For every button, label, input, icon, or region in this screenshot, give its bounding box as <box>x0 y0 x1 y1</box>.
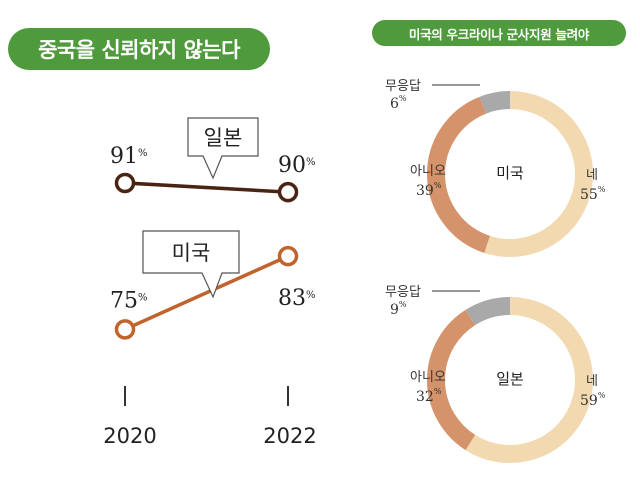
slice-label-일본-무응답: 무응답 <box>385 285 421 300</box>
x-tick-label-2022: 2022 <box>263 424 316 448</box>
slice-value-일본-네: 59% <box>580 391 606 409</box>
data-label-미국-2020: 75% <box>110 288 148 313</box>
donut-center-label-미국: 미국 <box>496 164 524 182</box>
data-label-일본-2020: 91% <box>110 144 148 169</box>
data-label-일본-2022: 90% <box>278 153 316 178</box>
donut-slice-미국-네 <box>484 91 593 257</box>
donut-slice-일본-무응답 <box>465 297 511 326</box>
slice-label-일본-아니오: 아니오 <box>410 370 446 385</box>
donut-chart-title: 미국의 우크라이나 군사지원 늘려야 <box>372 20 626 46</box>
donut-slice-미국-아니오 <box>427 96 491 253</box>
slice-value-일본-아니오: 32% <box>416 387 442 405</box>
donut-center-label-일본: 일본 <box>496 370 524 388</box>
point-미국-2022 <box>277 245 299 267</box>
slice-value-미국-아니오: 39% <box>416 181 442 199</box>
donut-slice-미국-무응답 <box>479 91 511 114</box>
series-name-미국: 미국 <box>172 241 211 265</box>
donut-slice-일본-네 <box>465 297 593 463</box>
series-line-미국 <box>124 254 289 331</box>
slice-label-미국-아니오: 아니오 <box>410 164 446 179</box>
point-일본-2020 <box>114 172 136 194</box>
slice-label-미국-네: 네 <box>586 168 598 183</box>
series-callout-미국 <box>142 230 240 299</box>
point-미국-2020 <box>114 319 136 340</box>
slice-value-미국-네: 55% <box>580 185 606 203</box>
line-chart-title: 중국을 신뢰하지 않는다 <box>8 28 270 70</box>
slice-label-일본-네: 네 <box>586 374 598 389</box>
data-label-미국-2022: 83% <box>278 286 316 311</box>
series-callout-일본 <box>187 117 259 180</box>
slice-value-미국-무응답: 6% <box>390 94 407 112</box>
slice-label-미국-무응답: 무응답 <box>385 79 421 94</box>
series-name-일본: 일본 <box>204 126 243 150</box>
series-line-일본 <box>124 181 289 194</box>
point-일본-2022 <box>277 181 299 203</box>
slice-value-일본-무응답: 9% <box>390 300 407 318</box>
x-tick-label-2020: 2020 <box>103 424 156 448</box>
donut-slice-일본-아니오 <box>427 309 476 451</box>
